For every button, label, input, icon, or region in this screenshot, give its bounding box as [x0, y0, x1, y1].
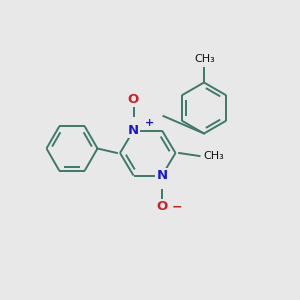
- Text: CH₃: CH₃: [203, 151, 224, 161]
- Text: N: N: [128, 124, 139, 137]
- Text: N: N: [156, 169, 168, 182]
- Text: −: −: [172, 200, 182, 214]
- Text: +: +: [146, 118, 154, 128]
- Text: O: O: [128, 92, 139, 106]
- Text: CH₃: CH₃: [194, 54, 215, 64]
- Text: O: O: [156, 200, 168, 214]
